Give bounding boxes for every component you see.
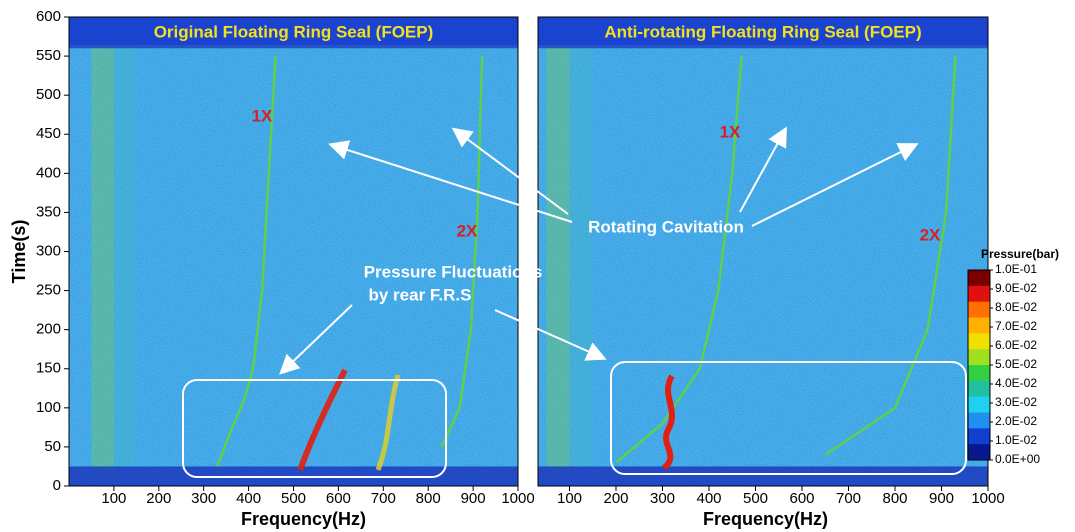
colorbar-label: 1.0E-01 [995,262,1037,276]
trace [216,56,277,467]
arrow [451,127,569,215]
x-tick-label: 100 [557,490,582,507]
x-tick-label: 300 [650,490,675,507]
colorbar-title: Pressure(bar) [981,247,1059,261]
plot: Anti-rotating Floating Ring Seal (FOEP) 1… [537,16,1005,529]
x-tick-label: 400 [696,490,721,507]
trace [440,56,484,448]
colorbar-label: 7.0E-02 [995,319,1037,333]
colorbar-swatch [968,444,990,461]
colorbar-swatch [968,333,990,350]
arrow [751,143,919,227]
y-tick-label: 0 [53,477,61,494]
x-tick-label: 800 [416,490,441,507]
colorbar: Pressure(bar) 1.0E-01 9.0E-02 8.0E-02 7.0E-… [967,247,1059,466]
colorbar-swatch [968,380,990,398]
series-label: 2X [920,225,941,244]
y-tick-label: 500 [36,86,61,103]
highlight-box [182,379,447,478]
trace [824,56,957,456]
colorbar-swatch [968,349,990,366]
x-tick-label: 1000 [971,490,1004,507]
x-tick-label: 600 [789,490,814,507]
x-tick-label: 700 [836,490,861,507]
x-tick-label: 900 [461,490,486,507]
colorbar-swatch [968,270,990,287]
y-tick-label: 150 [36,360,61,377]
series-label: 1X [252,106,273,125]
colorbar-label: 0.0E+00 [995,452,1040,466]
colorbar-swatch [968,285,990,303]
x-axis-title: Frequency(Hz) [241,509,366,529]
arrow [328,140,573,223]
hotspot [661,374,675,471]
annotation: Pressure Fluctuations [364,262,543,281]
x-tick-label: 1000 [501,490,534,507]
title-band [69,17,518,45]
overlay: Rotating Cavitation Pressure Fluctuation… [182,106,967,478]
arrow [494,309,607,361]
x-tick-label: 300 [191,490,216,507]
colorbar-swatch [968,317,990,334]
y-tick-label: 100 [36,399,61,416]
y-tick-label: 250 [36,282,61,299]
x-tick-label: 200 [146,490,171,507]
title-band [538,17,988,45]
x-tick-label: 900 [929,490,954,507]
colorbar-label: 6.0E-02 [995,338,1037,352]
annotation: Rotating Cavitation [588,217,744,236]
y-tick-label: 550 [36,47,61,64]
y-tick-label: 200 [36,321,61,338]
highlight-box [610,361,967,475]
plot-frame [68,16,519,487]
colorbar-swatch [968,396,990,413]
y-tick-label: 600 [36,8,61,25]
annotation: by rear F.R.S [369,285,472,304]
trace [615,55,743,464]
x-tick-label: 800 [882,490,907,507]
y-tick-label: 450 [36,125,61,142]
band [113,47,137,476]
x-tick-label: 500 [281,490,306,507]
colorbar-label: 9.0E-02 [995,281,1037,295]
x-tick-label: 100 [101,490,126,507]
y-tick-label: 350 [36,203,61,220]
series-label: 2X [457,221,478,240]
colorbar-swatch [968,301,990,318]
hotspot [375,374,401,471]
edge-band [538,466,988,486]
colorbar-label: 8.0E-02 [995,300,1037,314]
band [546,47,570,476]
colorbar-swatch [968,365,990,382]
x-tick-label: 200 [603,490,628,507]
chart-title: Anti-rotating Floating Ring Seal (FOEP) [604,22,921,41]
x-axis-title: Frequency(Hz) [703,509,828,529]
band [91,47,114,476]
x-tick-label: 600 [326,490,351,507]
chart-title: Original Floating Ring Seal (FOEP) [154,22,434,41]
speckle [69,17,518,486]
colorbar-label: 5.0E-02 [995,357,1037,371]
colorbar-label: 2.0E-02 [995,414,1037,428]
x-tick-label: 400 [236,490,261,507]
plot-frame [537,16,989,487]
colorbar-swatch [968,428,990,445]
arrow [279,304,353,375]
band [569,47,593,476]
colorbar-label: 1.0E-02 [995,433,1037,447]
arrow [739,126,787,213]
y-tick-label: 50 [44,438,61,455]
y-axis-title: Time(s) [9,220,29,284]
series-label: 1X [720,122,741,141]
colorbar-label: 3.0E-02 [995,395,1037,409]
colorbar-label: 4.0E-02 [995,376,1037,390]
y-tick-label: 400 [36,164,61,181]
y-tick-label: 300 [36,242,61,259]
colorbar-swatch [968,412,990,429]
x-tick-label: 500 [743,490,768,507]
x-tick-label: 700 [371,490,396,507]
speckle [538,17,988,486]
